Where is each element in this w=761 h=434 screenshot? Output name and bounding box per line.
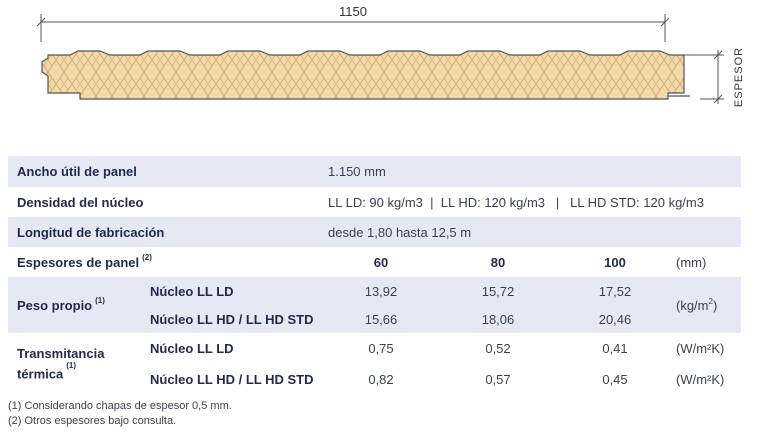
row-espesores: Espesores de panel (2) 60 80 100 (mm) bbox=[8, 247, 741, 277]
thickness-80: 80 bbox=[490, 254, 506, 270]
thickness-label: ESPESOR bbox=[733, 47, 745, 107]
peso-ld-60: 13,92 bbox=[364, 283, 398, 299]
width-label: 1150 bbox=[339, 4, 367, 19]
ancho-label: Ancho útil de panel bbox=[17, 164, 137, 179]
densidad-value: LL LD: 90 kg/m3 | LL HD: 120 kg/m3 | LL … bbox=[328, 194, 704, 210]
trans-note: (1) bbox=[66, 361, 77, 371]
trans-core-ld: Núcleo LL LD bbox=[150, 341, 234, 356]
trans-hd-100: 0,45 bbox=[602, 372, 628, 387]
peso-ld-100: 17,52 bbox=[598, 283, 632, 299]
trans-hd-80: 0,57 bbox=[485, 372, 511, 387]
specs-table: Ancho útil de panel 1.150 mm Densidad de… bbox=[8, 156, 741, 395]
trans-label-line2-text: térmica bbox=[17, 366, 64, 382]
trans-hd-unit: (W/m²K) bbox=[676, 372, 725, 387]
width-dimension bbox=[36, 14, 670, 42]
peso-unit-text: (kg/m bbox=[676, 297, 709, 313]
trans-row-hd: Núcleo LL HD / LL HD STD 0,82 0,57 0,45 … bbox=[8, 364, 741, 395]
peso-label: Peso propio (1) bbox=[17, 277, 105, 333]
peso-core-hd: Núcleo LL HD / LL HD STD bbox=[150, 311, 314, 327]
peso-row-ld: Núcleo LL LD 13,92 15,72 17,52 bbox=[8, 277, 741, 305]
peso-core-ld: Núcleo LL LD bbox=[150, 283, 234, 299]
peso-hd-100: 20,46 bbox=[598, 311, 632, 327]
peso-note: (1) bbox=[95, 295, 105, 305]
row-transmitancia: Transmitancia térmica(1) Núcleo LL LD 0,… bbox=[8, 333, 741, 395]
trans-row-ld: Núcleo LL LD 0,75 0,52 0,41 (W/m²K) bbox=[8, 333, 741, 364]
footnotes: (1) Considerando chapas de espesor 0,5 m… bbox=[8, 399, 232, 429]
longitud-label: Longitud de fabricación bbox=[17, 224, 165, 240]
espesores-text: Espesores de panel bbox=[17, 254, 140, 270]
row-longitud: Longitud de fabricación desde 1,80 hasta… bbox=[8, 217, 741, 247]
peso-unit: (kg/m 2) bbox=[676, 277, 717, 333]
longitud-value: desde 1,80 hasta 12,5 m bbox=[328, 224, 472, 240]
peso-row-hd: Núcleo LL HD / LL HD STD 15,66 18,06 20,… bbox=[8, 305, 741, 333]
thickness-60: 60 bbox=[373, 254, 389, 270]
trans-label-line2: térmica(1) bbox=[17, 361, 104, 382]
footnote-1: (1) Considerando chapas de espesor 0,5 m… bbox=[8, 400, 232, 412]
row-densidad: Densidad del núcleo LL LD: 90 kg/m3 | LL… bbox=[8, 187, 741, 217]
sandwich-panel bbox=[41, 50, 700, 100]
trans-ld-unit: (W/m²K) bbox=[676, 341, 725, 356]
trans-ld-60: 0,75 bbox=[368, 341, 394, 356]
ancho-value: 1.150 mm bbox=[328, 164, 386, 179]
trans-label-line1: Transmitancia bbox=[17, 346, 105, 362]
espesores-label: Espesores de panel (2) bbox=[17, 247, 152, 277]
densidad-label: Densidad del núcleo bbox=[17, 194, 144, 210]
trans-label: Transmitancia térmica(1) bbox=[17, 333, 104, 395]
peso-unit-end: ) bbox=[712, 297, 718, 313]
trans-hd-60: 0,82 bbox=[368, 372, 394, 387]
thickness-dimension bbox=[700, 50, 724, 104]
peso-ld-80: 15,72 bbox=[481, 283, 515, 299]
panel-section-drawing: 1150 ESPESOR bbox=[36, 4, 745, 107]
thickness-unit: (mm) bbox=[676, 254, 707, 270]
thickness-100: 100 bbox=[604, 254, 626, 270]
trans-core-hd: Núcleo LL HD / LL HD STD bbox=[150, 372, 314, 387]
peso-hd-80: 18,06 bbox=[481, 311, 515, 327]
trans-ld-100: 0,41 bbox=[602, 341, 628, 356]
peso-text: Peso propio bbox=[17, 297, 93, 313]
row-peso: Peso propio (1) Núcleo LL LD 13,92 15,72 … bbox=[8, 277, 741, 333]
peso-unit-sup: 2 bbox=[708, 296, 713, 306]
row-ancho: Ancho útil de panel 1.150 mm bbox=[8, 156, 741, 187]
footnote-2: (2) Otros espesores bajo consulta. bbox=[8, 415, 177, 427]
trans-ld-80: 0,52 bbox=[485, 341, 511, 356]
peso-hd-60: 15,66 bbox=[364, 311, 398, 327]
espesores-note: (2) bbox=[142, 252, 152, 262]
